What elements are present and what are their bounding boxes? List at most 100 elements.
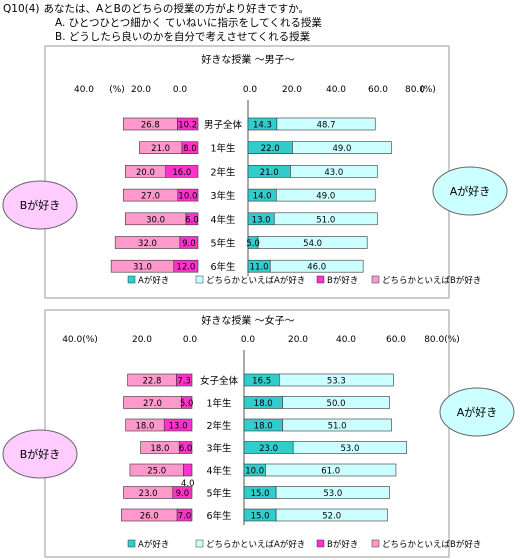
bar-b-lean [125,418,165,432]
bar-b-like [183,463,193,477]
value-label-a-lean: 46.0 [307,263,326,273]
bar-a-lean [282,396,390,409]
category-label: 5年生 [206,488,232,500]
question-text: あなたは、AとBのどちらの授業の方がより好きですか。 [43,3,309,15]
chart-title: 好きな授業 〜男子〜 [201,53,294,66]
right-tick-label: 60.0 [386,335,406,345]
bar-a-lean [275,508,388,522]
b-like-bubble-label: Bが好き [20,198,61,212]
bar-b-lean [122,188,179,202]
legend-swatch [371,275,380,284]
value-label-a-lean: 48.7 [317,121,336,131]
value-label-b-lean: 25.0 [147,467,166,477]
value-label-a: 22.0 [261,144,280,154]
value-label-a-lean: 61.0 [321,467,340,477]
left-tick-label: 0.0 [173,85,188,95]
b-like-bubble [2,429,78,479]
value-label-b: 6.0 [179,444,193,454]
value-label-a: 14.3 [253,121,272,131]
value-label-a-lean: 49.0 [316,192,335,202]
legend-label: Bが好き [327,275,358,286]
category-label: 6年生 [206,510,232,522]
value-label-b-lean: 27.0 [143,399,162,409]
value-label-a: 11.0 [250,263,269,273]
category-label: 5年生 [210,238,236,250]
legend-swatch [195,539,204,548]
left-tick-label: 40.0 [74,85,94,95]
value-label-a-lean: 52.0 [322,512,341,522]
category-label: 3年生 [210,190,236,202]
chart-panel-girls: 好きな授業 〜女子〜 40.0(%) 20.0 0.0 0.0 20.0 40.0 60.0 8… [2,309,515,558]
right-tick-label: 20.0 [288,335,308,345]
bar-a-lean [275,188,376,202]
legend-swatch [195,275,204,284]
value-label-a-lean: 53.0 [340,444,359,454]
chart-panel-boys: 好きな授業 〜男子〜 40.0 (%) 20.0 0.0 0.0 20.0 40.0 60.0 8… [2,45,508,299]
left-tick-label: 40.0(%) [62,335,98,345]
value-label-a: 10.0 [245,467,264,477]
value-label-b: 8.0 [183,144,197,154]
right-tick-label: 40.0 [336,335,356,345]
value-label-b: 13.0 [169,422,188,432]
bar-b-lean [123,486,174,499]
value-label-a: 18.0 [254,422,273,432]
right-tick-label: 40.0 [326,85,346,95]
right-tick-label: 20.0 [282,85,302,95]
value-label-a: 15.0 [251,512,270,522]
value-label-b-lean: 32.0 [138,239,157,249]
legend-label: どちらかといえばAが好き [206,539,305,550]
value-label-b: 12.0 [176,263,195,273]
right-tick-label: 80.0(%) [424,335,460,345]
legend-label: どちらかといえばAが好き [206,275,305,286]
right-tick-label: (%) [420,85,436,95]
bar-a-lean [292,441,407,454]
value-label-b: 9.0 [176,489,190,499]
category-label: 6年生 [210,261,236,273]
chart-title: 好きな授業 〜女子〜 [201,314,294,327]
a-like-bubble [439,387,515,437]
value-label-b-lean: 30.0 [146,215,165,225]
question-line: Q10(4) あなたは、AとBのどちらの授業の方がより好きですか。 [3,2,322,16]
left-tick-label: 20.0 [131,85,151,95]
legend-swatch [127,539,136,548]
value-label-a: 23.0 [259,444,278,454]
right-tick-label: 0.0 [243,85,258,95]
legend-label: どちらかといえばBが好き [382,539,481,550]
value-label-a-lean: 49.0 [332,144,351,154]
bar-a-lean [265,463,397,477]
value-label-b: 7.0 [178,512,192,522]
category-label: 男子全体 [204,119,243,131]
value-label-b-lean: 31.0 [133,263,152,273]
value-label-a: 21.0 [260,168,279,178]
value-label-b: 16.0 [172,168,191,178]
legend-label: Bが好き [327,539,358,550]
right-tick-label: 80.0 [405,85,425,95]
bar-b-lean [122,117,178,131]
left-tick-label: 20.0 [132,335,152,345]
chart-panel-frame [44,45,450,299]
category-label: 4年生 [210,214,236,226]
legend-label: Aが好き [138,275,169,286]
bar-a-lean [290,165,378,178]
category-label: 3年生 [206,443,232,455]
bar-a-lean [273,212,378,226]
option-a-text: A. ひとつひとつ細かく ていねいに指示をしてくれる授業 [55,17,322,29]
bar-a-lean [282,418,392,432]
value-label-b-lean: 22.8 [143,377,162,387]
category-label: 女子全体 [200,375,239,387]
value-label-b-lean: 27.0 [141,192,160,202]
bar-b-lean [127,373,177,387]
value-label-a: 13.0 [252,215,271,225]
value-label-b: 10.2 [178,121,197,131]
category-label: 1年生 [206,398,232,410]
legend-swatch [316,539,325,548]
value-label-b-lean: 18.0 [150,444,169,454]
value-label-a-lean: 53.3 [327,377,346,387]
bar-a-lean [279,373,394,387]
value-label-b-lean: 18.0 [135,422,154,432]
value-label-b-lean: 21.0 [151,144,170,154]
value-label-b: 7.3 [177,377,191,387]
a-like-bubble [432,166,508,216]
legend-swatch [316,275,325,284]
